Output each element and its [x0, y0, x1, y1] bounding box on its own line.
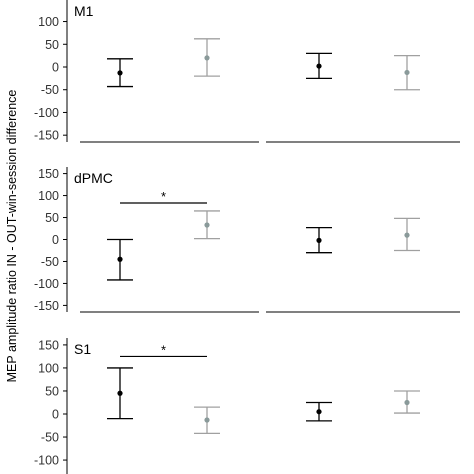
y-tick-label: 0 — [52, 233, 59, 247]
errorbar-light — [394, 54, 420, 91]
y-tick-label: -100 — [34, 454, 59, 468]
panel-title: S1 — [74, 341, 91, 357]
y-tick-label: 100 — [38, 361, 59, 375]
mean-point — [404, 69, 410, 76]
panel-m1: 100 50 0 -50 -100 -150 M1 — [34, 0, 460, 143]
errorbar-dark — [306, 52, 332, 80]
errorbar-dark — [306, 401, 332, 422]
errorbar-light — [194, 210, 220, 240]
mean-point — [204, 55, 210, 61]
mean-point — [117, 390, 123, 396]
y-tick-label: 150 — [38, 338, 59, 352]
mean-point — [117, 256, 123, 262]
y-tick-label: -50 — [41, 431, 59, 445]
y-tick-label: -100 — [34, 277, 59, 291]
mean-point — [316, 63, 322, 69]
mean-point — [404, 232, 410, 238]
y-tick-label: 0 — [52, 408, 59, 422]
y-tick-label: -150 — [34, 129, 59, 143]
significance-label: * — [161, 189, 166, 204]
errorbar-dark — [306, 226, 332, 254]
y-tick-label: -50 — [41, 83, 59, 97]
y-tick-label: -150 — [34, 299, 59, 313]
y-tick-label: -100 — [34, 106, 59, 120]
y-tick-label: 50 — [45, 384, 59, 398]
panel-title: M1 — [74, 3, 94, 19]
mean-point — [204, 222, 210, 228]
y-tick-label: 50 — [45, 38, 59, 52]
errorbar-light — [194, 38, 220, 77]
y-tick-label: 100 — [38, 189, 59, 203]
errorbar-dark — [107, 58, 133, 88]
y-tick-label: 50 — [45, 211, 59, 225]
panel-dpmc: 150 100 50 0 -50 -100 -150 dPMC * — [34, 167, 460, 313]
errorbar-light — [194, 406, 220, 434]
y-tick-label: 0 — [52, 61, 59, 75]
y-tick-label: 150 — [38, 167, 59, 181]
y-tick-label: -50 — [41, 255, 59, 269]
mean-point — [316, 237, 322, 243]
mean-point — [117, 70, 123, 76]
mean-point — [316, 409, 322, 415]
mean-point — [404, 399, 410, 406]
significance-label: * — [161, 342, 166, 357]
errorbar-dark — [107, 367, 133, 420]
mean-point — [204, 417, 210, 423]
panel-title: dPMC — [74, 170, 113, 186]
errorbar-light — [394, 217, 420, 252]
panel-s1: 150 100 50 0 -50 -100 S1 * — [34, 338, 420, 474]
errorbar-dark — [107, 238, 133, 281]
errorbar-light — [394, 390, 420, 414]
panels: 100 50 0 -50 -100 -150 M1 150 100 50 0 -50 -100 -150 d… — [34, 0, 460, 474]
y-tick-label: 100 — [38, 15, 59, 29]
y-axis-label: MEP amplitude ratio IN - OUT-win-session… — [5, 90, 19, 383]
